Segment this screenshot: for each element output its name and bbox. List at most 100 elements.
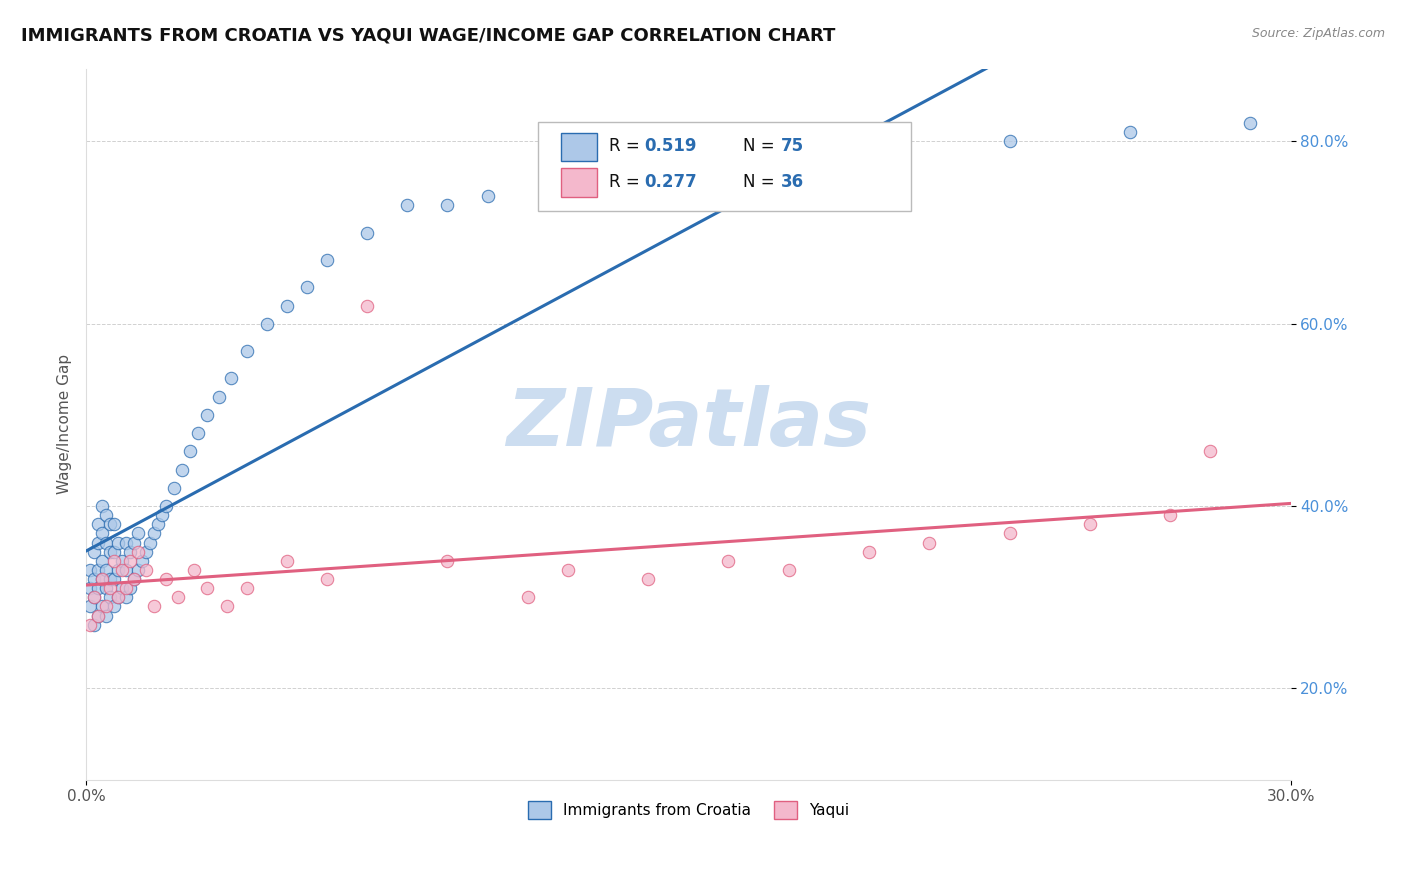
- Point: [215, 599, 238, 614]
- Point: [877, 144, 900, 158]
- Point: [256, 317, 278, 331]
- Point: [135, 544, 157, 558]
- Point: [79, 581, 101, 595]
- Text: ZIPatlas: ZIPatlas: [506, 385, 870, 463]
- Text: IMMIGRANTS FROM CROATIA VS YAQUI WAGE/INCOME GAP CORRELATION CHART: IMMIGRANTS FROM CROATIA VS YAQUI WAGE/IN…: [21, 27, 835, 45]
- Point: [436, 554, 458, 568]
- Point: [179, 444, 201, 458]
- Point: [115, 563, 138, 577]
- Point: [111, 554, 134, 568]
- Point: [1078, 517, 1101, 532]
- Point: [98, 517, 121, 532]
- Point: [207, 390, 229, 404]
- Text: N =: N =: [742, 137, 779, 155]
- Point: [637, 170, 659, 185]
- Point: [148, 517, 170, 532]
- Point: [79, 617, 101, 632]
- Point: [155, 499, 177, 513]
- Point: [516, 591, 538, 605]
- Point: [131, 554, 153, 568]
- Point: [1239, 116, 1261, 130]
- Point: [115, 535, 138, 549]
- Point: [94, 508, 117, 523]
- Point: [91, 499, 114, 513]
- Point: [79, 599, 101, 614]
- Point: [87, 563, 110, 577]
- FancyBboxPatch shape: [537, 122, 911, 211]
- Point: [557, 563, 579, 577]
- Point: [127, 526, 149, 541]
- Point: [163, 481, 186, 495]
- Point: [91, 599, 114, 614]
- FancyBboxPatch shape: [561, 133, 596, 161]
- Point: [195, 581, 218, 595]
- Point: [98, 581, 121, 595]
- Point: [143, 599, 166, 614]
- Point: [918, 535, 941, 549]
- Point: [276, 299, 298, 313]
- Point: [103, 544, 125, 558]
- Point: [356, 226, 378, 240]
- Point: [122, 572, 145, 586]
- Point: [107, 563, 129, 577]
- Point: [94, 563, 117, 577]
- Point: [1159, 508, 1181, 523]
- Point: [316, 252, 339, 267]
- Point: [187, 426, 209, 441]
- Point: [107, 591, 129, 605]
- Point: [94, 535, 117, 549]
- Point: [115, 581, 138, 595]
- Point: [637, 572, 659, 586]
- Point: [107, 535, 129, 549]
- Point: [94, 608, 117, 623]
- Point: [195, 408, 218, 422]
- Point: [778, 563, 800, 577]
- Point: [122, 535, 145, 549]
- Point: [139, 535, 162, 549]
- Point: [83, 591, 105, 605]
- Text: Source: ZipAtlas.com: Source: ZipAtlas.com: [1251, 27, 1385, 40]
- Point: [107, 591, 129, 605]
- Point: [183, 563, 205, 577]
- Point: [120, 544, 142, 558]
- Point: [477, 189, 499, 203]
- Point: [998, 135, 1021, 149]
- Point: [83, 572, 105, 586]
- Point: [143, 526, 166, 541]
- Point: [87, 535, 110, 549]
- Point: [83, 591, 105, 605]
- Point: [135, 563, 157, 577]
- Point: [557, 180, 579, 194]
- Point: [98, 572, 121, 586]
- Point: [111, 581, 134, 595]
- Point: [127, 563, 149, 577]
- Point: [717, 161, 740, 176]
- Legend: Immigrants from Croatia, Yaqui: Immigrants from Croatia, Yaqui: [522, 795, 855, 825]
- Point: [1119, 125, 1142, 139]
- Point: [91, 572, 114, 586]
- Point: [87, 581, 110, 595]
- Point: [356, 299, 378, 313]
- Point: [235, 581, 257, 595]
- Point: [858, 544, 880, 558]
- FancyBboxPatch shape: [561, 168, 596, 196]
- Point: [98, 591, 121, 605]
- Point: [219, 371, 242, 385]
- Point: [103, 599, 125, 614]
- Text: 0.519: 0.519: [644, 137, 696, 155]
- Point: [87, 517, 110, 532]
- Point: [98, 544, 121, 558]
- Point: [103, 572, 125, 586]
- Text: R =: R =: [609, 137, 645, 155]
- Point: [91, 526, 114, 541]
- Point: [276, 554, 298, 568]
- Point: [316, 572, 339, 586]
- Text: R =: R =: [609, 172, 645, 191]
- Point: [717, 554, 740, 568]
- Point: [87, 608, 110, 623]
- Point: [83, 617, 105, 632]
- Point: [235, 344, 257, 359]
- Text: 0.277: 0.277: [644, 172, 696, 191]
- Point: [155, 572, 177, 586]
- Text: 75: 75: [782, 137, 804, 155]
